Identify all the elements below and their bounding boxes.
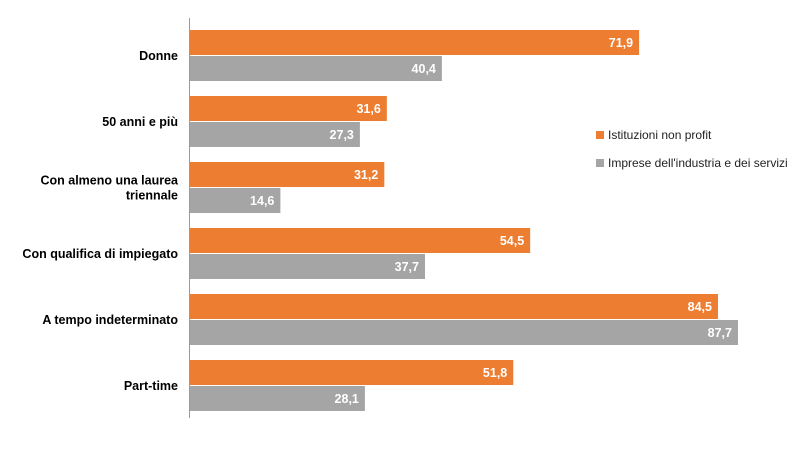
value-label-con-almeno-una-laurea-triennale-series-2: 14,6 bbox=[250, 194, 274, 208]
value-label-con-qualifica-di-impiegato-series-1: 54,5 bbox=[500, 234, 524, 248]
bar-part-time-series-1 bbox=[189, 360, 514, 385]
legend-swatch-orange bbox=[596, 131, 604, 139]
bar-a-tempo-indeterminato-series-2 bbox=[189, 320, 739, 345]
category-label-con-almeno-una-laurea-triennale-line-1: Con almeno una laurea bbox=[40, 174, 179, 188]
bar-part-time-series-2 bbox=[189, 386, 365, 411]
bar-con-almeno-una-laurea-triennale-series-1 bbox=[189, 162, 385, 187]
category-label-part-time: Part-time bbox=[124, 379, 178, 393]
value-label-a-tempo-indeterminato-series-2: 87,7 bbox=[708, 326, 732, 340]
legend-item-istituzioni: Istituzioni non profit bbox=[596, 127, 788, 143]
bars-group bbox=[189, 30, 739, 411]
legend-swatch-gray bbox=[596, 159, 604, 167]
value-label-donne-series-2: 40,4 bbox=[412, 62, 436, 76]
bar-a-tempo-indeterminato-series-1 bbox=[189, 294, 718, 319]
bar-con-qualifica-di-impiegato-series-2 bbox=[189, 254, 426, 279]
value-labels-group: 71,9 40,4 31,627,3 31,2 14,6 54,5 37,7 84,5 87,7… bbox=[250, 36, 732, 406]
legend-item-imprese: Imprese dell'industria e dei servizi bbox=[596, 155, 788, 171]
category-label-con-almeno-una-laurea-triennale-line-2: triennale bbox=[126, 189, 178, 203]
legend-label-istituzioni: Istituzioni non profit bbox=[608, 128, 712, 142]
value-label-50-anni-e-piu-series-1: 31,6 bbox=[356, 102, 380, 116]
value-label-part-time-series-2: 28,1 bbox=[335, 392, 359, 406]
category-label-donne: Donne bbox=[139, 49, 178, 63]
category-label-50-anni-e-piu: 50 anni e più bbox=[102, 115, 178, 129]
value-label-donne-series-1: 71,9 bbox=[609, 36, 633, 50]
bar-donne-series-1 bbox=[189, 30, 640, 55]
category-label-a-tempo-indeterminato: A tempo indeterminato bbox=[42, 313, 178, 327]
value-label-a-tempo-indeterminato-series-1: 84,5 bbox=[688, 300, 712, 314]
bar-donne-series-2 bbox=[189, 56, 442, 81]
legend-label-imprese: Imprese dell'industria e dei servizi bbox=[608, 156, 788, 170]
value-label-part-time-series-1: 51,8 bbox=[483, 366, 507, 380]
bar-con-qualifica-di-impiegato-series-1 bbox=[189, 228, 531, 253]
bar-con-almeno-una-laurea-triennale-series-2 bbox=[189, 188, 281, 213]
bar-50-anni-e-piu-series-1 bbox=[189, 96, 387, 121]
value-label-con-qualifica-di-impiegato-series-2: 37,7 bbox=[395, 260, 419, 274]
bar-50-anni-e-piu-series-2 bbox=[189, 122, 360, 147]
value-label-50-anni-e-piu-series-2: 27,3 bbox=[330, 128, 354, 142]
category-labels-group: Donne 50 anni e più Con almeno una laureat… bbox=[22, 49, 179, 393]
legend: Istituzioni non profit Imprese dell'indu… bbox=[596, 127, 788, 183]
value-label-con-almeno-una-laurea-triennale-series-1: 31,2 bbox=[354, 168, 378, 182]
category-label-con-qualifica-di-impiegato: Con qualifica di impiegato bbox=[22, 247, 178, 261]
